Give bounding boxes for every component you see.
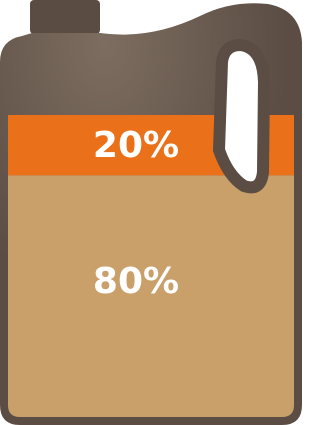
jug-handle xyxy=(219,45,264,187)
value-label: 20% xyxy=(93,125,179,166)
value-label: 80% xyxy=(93,261,179,302)
chart: 20% 80% xyxy=(0,0,302,425)
page: {"chart_data": {"type": "jug", "values":… xyxy=(0,0,302,425)
jug-cap xyxy=(30,0,100,34)
